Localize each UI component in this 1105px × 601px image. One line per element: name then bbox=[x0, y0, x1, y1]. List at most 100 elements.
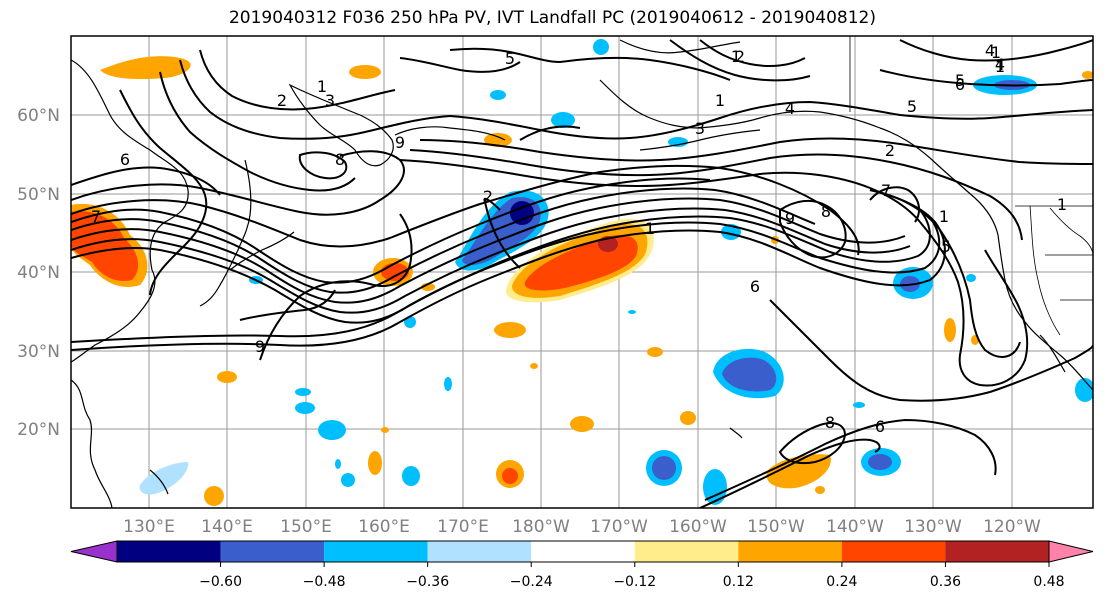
colorbar-segment bbox=[324, 541, 428, 562]
contour-label: 4 bbox=[985, 41, 995, 60]
longitude-label: 160°W bbox=[669, 517, 727, 537]
negative-anomaly-small-3 bbox=[490, 90, 506, 100]
positive-anomaly-small-4 bbox=[570, 416, 594, 432]
contour-label: 5 bbox=[907, 97, 917, 116]
colorbar-extend-high bbox=[1048, 540, 1094, 563]
contour-label: 7 bbox=[881, 181, 891, 200]
contour-label: 5 bbox=[941, 237, 951, 256]
negative-anomaly-small-2 bbox=[593, 39, 609, 55]
contour-label: 2 bbox=[277, 91, 287, 110]
colorbar-tick-label: −0.12 bbox=[613, 574, 656, 590]
latitude-label: 30°N bbox=[17, 342, 60, 362]
negative-anomaly-south-2-core bbox=[868, 454, 892, 470]
contour-label: 6 bbox=[955, 75, 965, 94]
contour-label: 6 bbox=[120, 150, 130, 169]
positive-anomaly-asia-core bbox=[71, 211, 139, 281]
negative-anomaly-small-15 bbox=[335, 459, 341, 469]
colorbar-segment bbox=[531, 541, 635, 562]
contour-label: 1 bbox=[731, 47, 741, 66]
latitude-label: 40°N bbox=[17, 263, 60, 283]
negative-anomaly-small-6 bbox=[318, 420, 346, 440]
positive-anomaly-bering bbox=[484, 133, 512, 147]
contour-label: 4 bbox=[785, 99, 795, 118]
contour-label: 6 bbox=[750, 277, 760, 296]
positive-anomaly-ne bbox=[944, 318, 956, 342]
negative-anomaly-small-7 bbox=[295, 402, 315, 414]
contour-label: 5 bbox=[955, 71, 965, 90]
contour-label: 8 bbox=[825, 413, 835, 432]
colorbar-segment bbox=[738, 541, 842, 562]
latitude-label: 50°N bbox=[17, 185, 60, 205]
latitude-labels: 60°N 50°N 40°N 30°N 20°N bbox=[17, 106, 60, 440]
longitude-label: 180°W bbox=[512, 517, 570, 537]
colorbar-segment bbox=[634, 541, 739, 562]
longitude-label: 140°W bbox=[826, 517, 884, 537]
colorbar-segment bbox=[117, 541, 221, 562]
pv-contours bbox=[71, 39, 1093, 508]
longitude-label: 170°E bbox=[437, 517, 489, 537]
contour-label: 6 bbox=[875, 417, 885, 436]
negative-anomaly-small-8 bbox=[295, 388, 311, 396]
longitude-label: 160°E bbox=[358, 517, 410, 537]
colorbar-tick-label: −0.36 bbox=[406, 574, 449, 590]
colorbar-segment bbox=[841, 541, 946, 562]
positive-anomaly-small-15 bbox=[815, 486, 825, 494]
longitude-labels: 130°E 140°E 150°E 160°E 170°E 180°W 170°W 160°W… bbox=[123, 517, 1041, 537]
longitude-label: 130°W bbox=[904, 517, 962, 537]
colorbar-extend-low bbox=[70, 540, 118, 563]
negative-anomaly-south-1-core bbox=[652, 456, 676, 480]
longitude-label: 150°W bbox=[747, 517, 805, 537]
map-frame bbox=[70, 35, 1094, 509]
positive-anomaly-small-7-core bbox=[502, 468, 518, 484]
positive-anomaly-small-3 bbox=[217, 371, 237, 383]
negative-anomaly-small-12 bbox=[139, 462, 189, 495]
contour-label: 8 bbox=[821, 202, 831, 221]
colorbar-segment bbox=[945, 541, 1049, 562]
negative-anomaly-small-11 bbox=[444, 377, 452, 391]
contour-label: 2 bbox=[885, 141, 895, 160]
contour-label: 1 bbox=[991, 43, 1001, 62]
negative-anomaly-small-19 bbox=[966, 274, 976, 282]
positive-anomaly-mid bbox=[494, 322, 526, 338]
contour-label: 1 bbox=[995, 57, 1005, 76]
contour-label: 9 bbox=[395, 133, 405, 152]
positive-anomaly-small-12 bbox=[530, 363, 538, 369]
positive-anomaly-north bbox=[349, 65, 381, 79]
contour-label: 7 bbox=[91, 207, 101, 226]
contour-label: 1 bbox=[1057, 195, 1067, 214]
borders bbox=[849, 36, 1093, 336]
longitude-label: 120°W bbox=[983, 517, 1041, 537]
colorbar-tick-label: 0.48 bbox=[1033, 574, 1064, 590]
negative-anomaly-small-16 bbox=[703, 469, 727, 505]
contour-label: 1 bbox=[317, 77, 327, 96]
contour-label: 1 bbox=[715, 91, 725, 110]
colorbar: −0.60 −0.48 −0.36 −0.24 −0.12 0.12 0.24 0.36 0.4… bbox=[70, 540, 1094, 590]
negative-anomaly-small-20 bbox=[628, 310, 636, 314]
contour-label: 9 bbox=[255, 337, 265, 356]
contour-label: 9 bbox=[785, 209, 795, 228]
positive-anomaly-small-5 bbox=[680, 411, 696, 425]
coastlines bbox=[71, 39, 1093, 508]
colorbar-tick-label: −0.60 bbox=[199, 574, 242, 590]
colorbar-tick-label: −0.48 bbox=[303, 574, 346, 590]
colorbar-segment bbox=[220, 541, 325, 562]
negative-anomaly-small-13 bbox=[341, 473, 355, 487]
colorbar-segment bbox=[427, 541, 532, 562]
longitude-label: 140°E bbox=[201, 517, 253, 537]
longitude-label: 150°E bbox=[280, 517, 332, 537]
contour-label: 4 bbox=[995, 55, 1005, 74]
negative-anomaly-main-peak bbox=[510, 201, 534, 225]
contour-label: 5 bbox=[505, 49, 515, 68]
positive-anomaly-small-2 bbox=[647, 347, 663, 357]
negative-anomaly-small-1 bbox=[551, 112, 575, 128]
contour-label: 2 bbox=[483, 187, 493, 206]
positive-anomaly-small-11 bbox=[1082, 71, 1093, 79]
positive-anomaly-japan-core bbox=[381, 263, 409, 281]
colorbar-tick-label: 0.36 bbox=[930, 574, 961, 590]
positive-anomaly-small-6 bbox=[368, 451, 382, 475]
contour-label: 1 bbox=[645, 219, 655, 238]
colorbar-tick-label: 0.24 bbox=[826, 574, 857, 590]
contour-label: 2 bbox=[735, 47, 745, 66]
positive-anomaly-nw bbox=[100, 56, 191, 80]
